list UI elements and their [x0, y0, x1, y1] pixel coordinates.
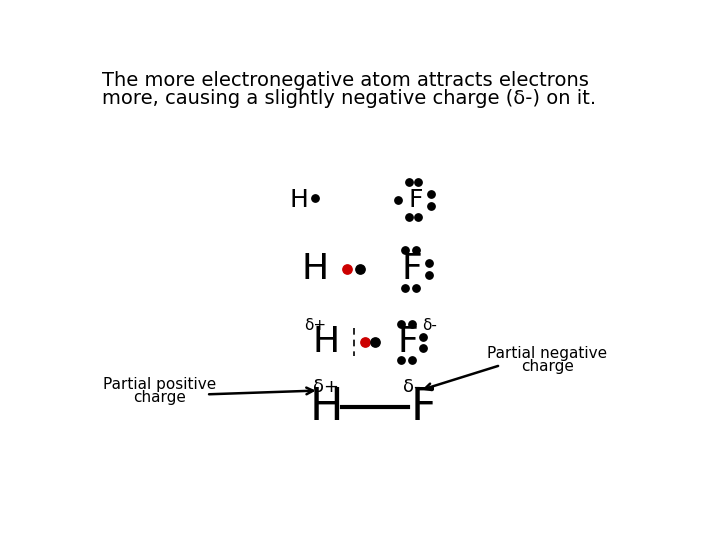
Text: Partial negative: Partial negative [487, 346, 607, 361]
Point [402, 178, 414, 186]
Point [418, 332, 429, 341]
Point [412, 213, 423, 221]
Point [412, 178, 423, 186]
Text: Partial positive: Partial positive [103, 377, 217, 392]
Text: H: H [312, 325, 340, 359]
Point [426, 201, 437, 210]
Text: F: F [410, 386, 436, 429]
Point [426, 190, 437, 199]
Text: H: H [290, 187, 309, 212]
Point [418, 344, 429, 353]
Point [423, 271, 435, 279]
Point [354, 265, 366, 273]
Text: more, causing a slightly negative charge (δ-) on it.: more, causing a slightly negative charge… [102, 90, 595, 109]
Text: F: F [397, 325, 418, 359]
Point [392, 195, 403, 204]
Text: F: F [401, 252, 422, 286]
Point [395, 355, 407, 364]
Text: charge: charge [521, 359, 574, 374]
Text: The more electronegative atom attracts electrons: The more electronegative atom attracts e… [102, 71, 588, 90]
Point [402, 213, 414, 221]
Point [410, 284, 421, 293]
Text: δ+: δ+ [313, 377, 339, 396]
Point [369, 338, 381, 346]
Point [406, 355, 418, 364]
Text: F: F [408, 187, 423, 212]
Text: δ+: δ+ [304, 318, 326, 333]
Text: charge: charge [133, 390, 186, 405]
Point [399, 245, 410, 254]
Text: δ-: δ- [422, 318, 437, 333]
Text: H: H [301, 252, 328, 286]
Point [406, 319, 418, 328]
Text: H: H [310, 386, 343, 429]
Point [410, 245, 421, 254]
Point [395, 319, 407, 328]
Point [341, 265, 353, 273]
Point [309, 194, 320, 202]
Point [359, 338, 371, 346]
Point [423, 259, 435, 268]
Text: δ-: δ- [403, 377, 420, 396]
Point [399, 284, 410, 293]
